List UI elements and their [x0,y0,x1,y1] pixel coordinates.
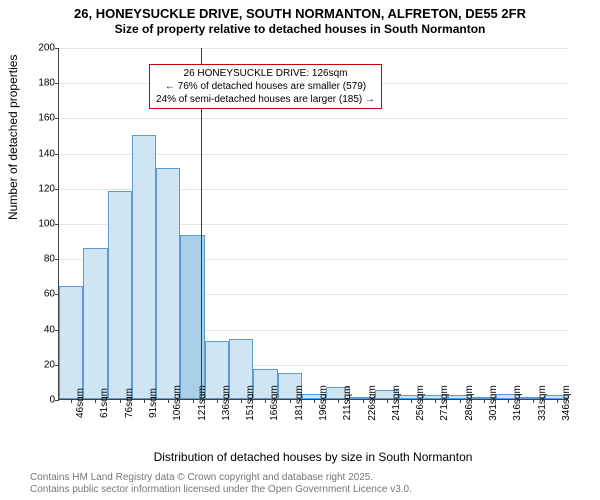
y-tick-mark [55,154,59,155]
histogram-bar [59,286,83,399]
y-tick-mark [55,48,59,49]
x-tick-mark [460,399,461,403]
histogram-chart: 02040608010012014016018020046sqm61sqm76s… [58,48,568,400]
x-tick-mark [533,399,534,403]
footer-line-1: Contains HM Land Registry data © Crown c… [30,472,412,484]
x-tick-mark [484,399,485,403]
y-tick-mark [55,83,59,84]
x-tick-mark [314,399,315,403]
gridline-h [59,48,568,49]
x-tick-mark [363,399,364,403]
y-tick-mark [55,259,59,260]
x-tick-mark [144,399,145,403]
y-tick-label: 120 [38,183,55,194]
x-tick-label: 316sqm [512,385,523,421]
x-tick-mark [435,399,436,403]
y-axis-label: Number of detached properties [6,55,20,220]
x-axis-label: Distribution of detached houses by size … [58,450,568,464]
x-tick-label: 301sqm [488,385,499,421]
x-tick-mark [95,399,96,403]
page-title: 26, HONEYSUCKLE DRIVE, SOUTH NORMANTON, … [0,0,600,21]
x-tick-mark [168,399,169,403]
x-tick-mark [241,399,242,403]
annotation-line: ← 76% of detached houses are smaller (57… [156,80,375,93]
annotation-box: 26 HONEYSUCKLE DRIVE: 126sqm← 76% of det… [149,64,382,109]
x-tick-label: 241sqm [391,385,402,421]
y-tick-label: 40 [44,324,55,335]
y-tick-label: 100 [38,219,55,230]
x-tick-mark [387,399,388,403]
y-tick-mark [55,189,59,190]
x-tick-label: 181sqm [294,385,305,421]
x-tick-label: 346sqm [561,385,572,421]
footer-attribution: Contains HM Land Registry data © Crown c… [30,472,412,496]
x-tick-label: 286sqm [464,385,475,421]
y-tick-label: 180 [38,78,55,89]
x-tick-mark [508,399,509,403]
x-tick-mark [120,399,121,403]
y-tick-mark [55,118,59,119]
annotation-line: 26 HONEYSUCKLE DRIVE: 126sqm [156,67,375,80]
x-tick-mark [557,399,558,403]
histogram-bar [83,248,107,399]
y-tick-mark [55,224,59,225]
gridline-h [59,118,568,119]
y-tick-label: 20 [44,359,55,370]
annotation-line: 24% of semi-detached houses are larger (… [156,93,375,106]
y-tick-label: 60 [44,289,55,300]
x-tick-mark [193,399,194,403]
y-tick-label: 140 [38,148,55,159]
x-tick-label: 331sqm [537,385,548,421]
x-tick-label: 256sqm [415,385,426,421]
histogram-bar [132,135,156,399]
x-tick-label: 211sqm [342,386,353,421]
x-tick-mark [265,399,266,403]
y-tick-label: 200 [38,43,55,54]
x-tick-mark [411,399,412,403]
histogram-bar [156,168,180,399]
x-tick-mark [217,399,218,403]
y-tick-label: 160 [38,113,55,124]
histogram-bar [108,191,132,399]
page-subtitle: Size of property relative to detached ho… [0,22,600,36]
footer-line-2: Contains public sector information licen… [30,484,412,496]
x-tick-mark [338,399,339,403]
y-tick-mark [55,400,59,401]
x-tick-mark [71,399,72,403]
x-tick-mark [290,399,291,403]
x-tick-label: 271sqm [439,385,450,421]
y-tick-label: 80 [44,254,55,265]
